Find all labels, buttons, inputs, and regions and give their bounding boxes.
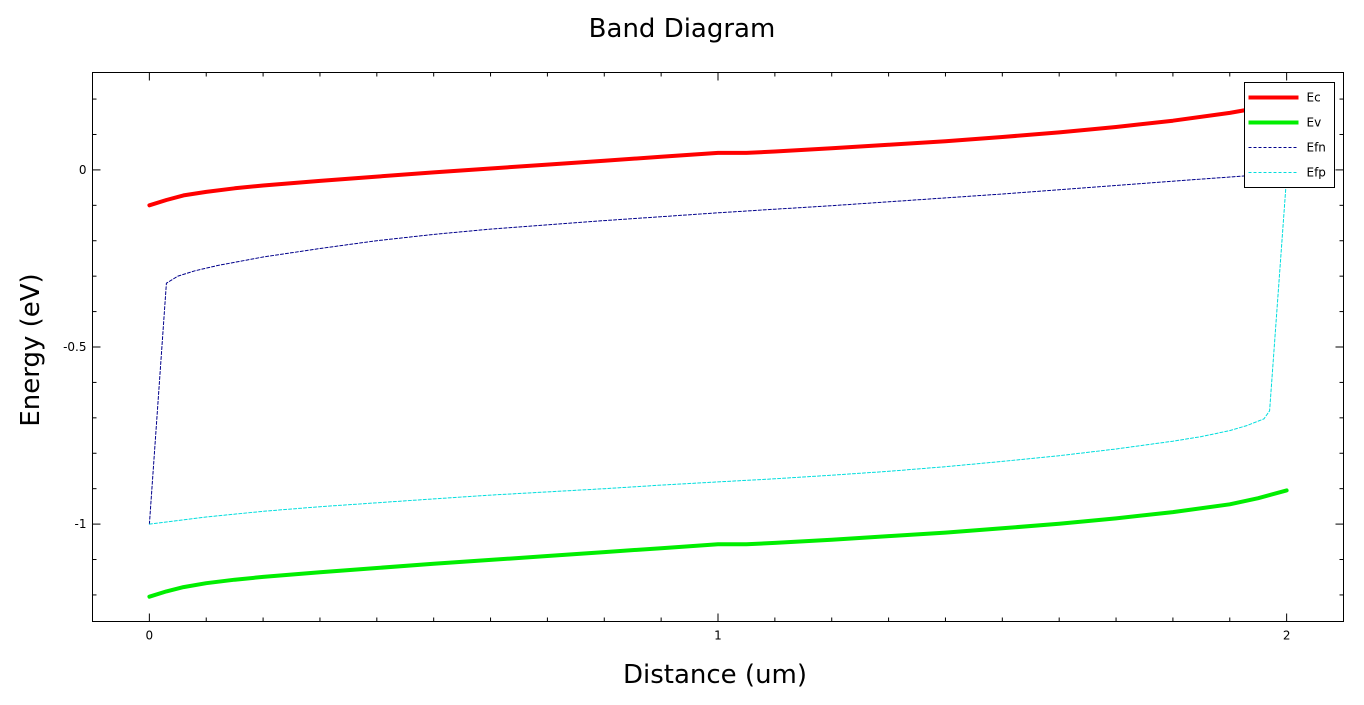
- legend-label-efn: Efn: [1307, 141, 1326, 155]
- y-tick-label: -0.5: [63, 340, 86, 354]
- y-tick-label: -1: [75, 517, 87, 531]
- x-tick-label: 1: [714, 629, 722, 643]
- legend-label-ev: Ev: [1307, 116, 1322, 130]
- legend-label-ec: Ec: [1307, 91, 1321, 105]
- chart-title: Band Diagram: [588, 14, 776, 44]
- series-line-efn: [148, 173, 1271, 525]
- legend-label-efp: Efp: [1307, 166, 1326, 180]
- y-tick-label: 0: [79, 163, 87, 177]
- series-line-ev: [147, 488, 1289, 599]
- x-tick-label: 0: [146, 629, 154, 643]
- series-layer: [147, 100, 1289, 599]
- legend: Ec Ev Efn Efp: [1244, 82, 1335, 188]
- x-axis-label: Distance (um): [622, 660, 808, 690]
- x-tick-label: 2: [1283, 629, 1291, 643]
- series-line-efp: [148, 176, 1288, 525]
- legend-box: [1244, 82, 1335, 188]
- axis-ticks: 0 1 2 0 -0.5 -1: [63, 72, 1344, 643]
- series-line-ec: [147, 100, 1289, 208]
